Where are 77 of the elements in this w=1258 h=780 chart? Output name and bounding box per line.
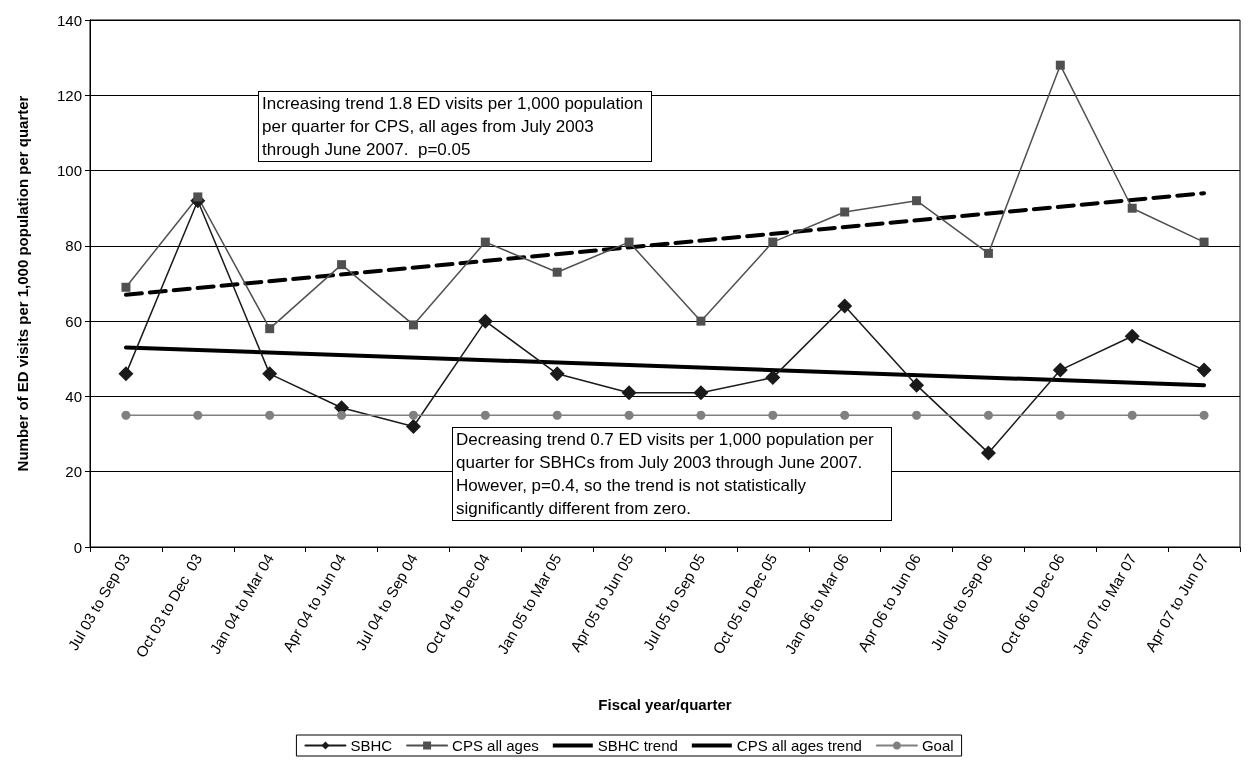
- point: [337, 260, 347, 270]
- x-tick-label: Jul 04 to Sep 04: [351, 550, 421, 654]
- y-tick-label: 80: [65, 237, 82, 255]
- x-tick-label: Jan 05 to Mar 05: [493, 550, 565, 657]
- point: [1055, 410, 1065, 420]
- point: [912, 196, 922, 206]
- point: [983, 410, 993, 420]
- point: [696, 316, 706, 326]
- x-tick-label: Oct 06 to Dec 06: [996, 550, 1068, 657]
- point: [265, 410, 275, 420]
- x-axis-title: Fiscal year/quarter: [598, 696, 732, 713]
- legend-label: SBHC trend: [597, 737, 678, 754]
- point: [1127, 410, 1137, 420]
- point: [768, 237, 778, 247]
- annotation: Decreasing trend 0.7 ED visits per 1,000 population per quarter for SBHCs from July 2003 through June 2007. However, p=0.4, so the trend is not statistically significantly different from zero.: [452, 427, 892, 521]
- y-tick-label: 100: [56, 162, 82, 180]
- point: [193, 410, 203, 420]
- point: [768, 410, 778, 420]
- legend-label: SBHC: [350, 737, 393, 754]
- point: [480, 410, 490, 420]
- x-tick-label: Apr 07 to Jun 07: [1141, 550, 1212, 655]
- point: [980, 445, 996, 461]
- point: [193, 192, 203, 202]
- x-tick-label: Apr 06 to Jun 06: [854, 550, 924, 655]
- legend-label: Goal: [921, 737, 954, 754]
- x-tick-label: Oct 05 to Dec 05: [709, 550, 781, 657]
- point: [1124, 328, 1140, 344]
- point: [337, 410, 347, 420]
- point: [477, 313, 493, 329]
- point: [624, 237, 634, 247]
- x-tick-label: Apr 04 to Jun 04: [279, 550, 349, 655]
- point: [552, 267, 562, 277]
- point: [408, 410, 418, 420]
- y-tick-label: 140: [56, 11, 82, 29]
- x-tick-label: Jul 05 to Sep 05: [639, 550, 709, 654]
- point: [621, 385, 637, 401]
- y-tick-label: 120: [56, 86, 82, 104]
- point: [408, 320, 418, 330]
- point: [1052, 362, 1068, 378]
- point: [552, 410, 562, 420]
- x-tick-label: Oct 04 to Dec 04: [421, 550, 493, 657]
- point: [765, 370, 781, 386]
- point: [840, 410, 850, 420]
- point: [1127, 203, 1137, 213]
- point: [549, 366, 565, 382]
- point: [693, 385, 709, 401]
- x-tick-label: Apr 05 to Jun 05: [566, 550, 637, 655]
- point: [1196, 362, 1212, 378]
- x-tick-label: Jan 07 to Mar 07: [1068, 550, 1140, 657]
- point: [1055, 60, 1065, 70]
- x-tick-label: Jul 06 to Sep 06: [926, 550, 996, 654]
- y-tick-label: 20: [65, 463, 82, 481]
- y-tick-label: 40: [65, 387, 82, 405]
- point: [121, 282, 131, 292]
- annotation: Increasing trend 1.8 ED visits per 1,000 population per quarter for CPS, all ages from July 2003 through June 2007. p=0.05: [258, 91, 652, 162]
- y-tick-label: 60: [65, 312, 82, 330]
- y-tick-label: 0: [73, 538, 82, 556]
- legend-label: CPS all ages trend: [736, 737, 862, 754]
- point: [1199, 237, 1209, 247]
- point: [840, 207, 850, 217]
- point: [837, 298, 853, 314]
- x-tick-label: Jan 04 to Mar 04: [206, 550, 278, 657]
- point: [696, 410, 706, 420]
- point: [265, 324, 275, 334]
- y-axis-title: Number of ED visits per 1,000 population per quarter: [14, 95, 31, 472]
- point: [262, 366, 278, 382]
- point: [912, 410, 922, 420]
- point: [983, 248, 993, 258]
- point: [121, 410, 131, 420]
- point: [624, 410, 634, 420]
- point: [1199, 410, 1209, 420]
- legend-label: CPS all ages: [452, 737, 539, 754]
- point: [480, 237, 490, 247]
- point: [405, 419, 421, 435]
- x-tick-label: Jan 06 to Mar 06: [781, 550, 853, 657]
- point: [118, 366, 134, 382]
- point: [909, 377, 925, 393]
